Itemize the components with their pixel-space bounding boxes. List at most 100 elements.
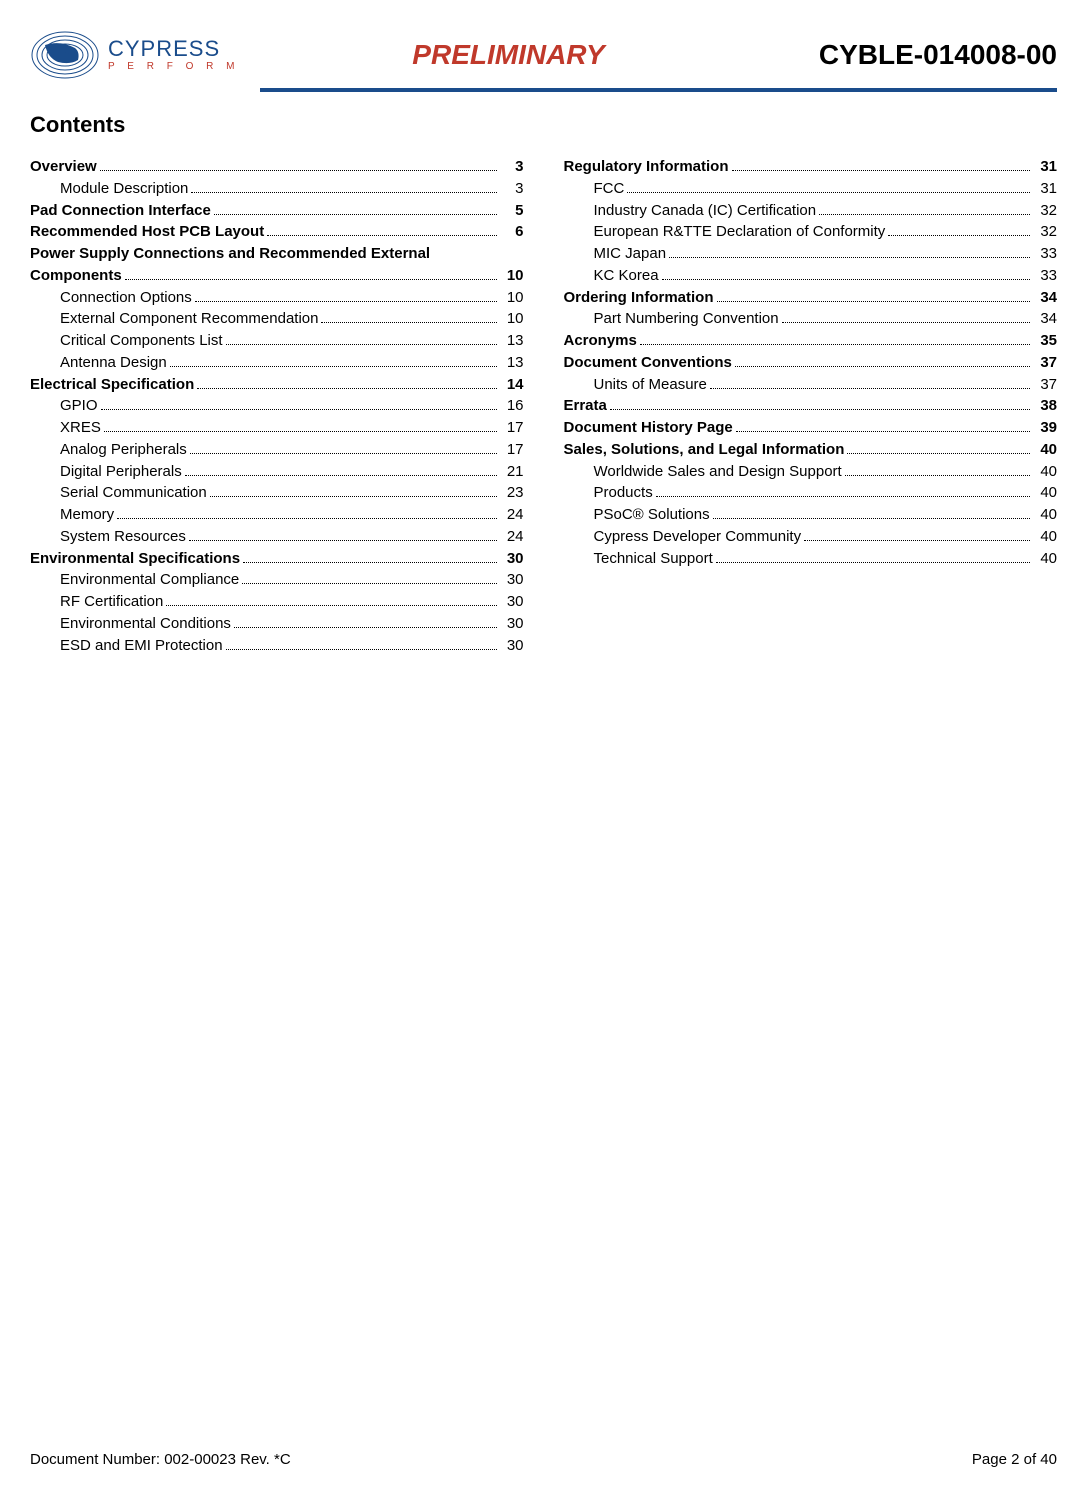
toc-page: 17 [500,417,524,439]
toc-entry: Products40 [564,482,1058,504]
toc-leader [627,179,1030,193]
toc-leader [191,179,496,193]
toc-label: Products [564,482,653,504]
toc-leader [125,266,497,280]
toc-leader [656,484,1030,498]
toc-page: 30 [500,569,524,591]
toc-label: Environmental Compliance [30,569,239,591]
toc-entry: Worldwide Sales and Design Support40 [564,461,1058,483]
toc-entry: Document History Page39 [564,417,1058,439]
toc-leader [195,288,497,302]
toc-leader [732,158,1030,172]
toc-leader [117,506,496,520]
toc-leader [782,310,1030,324]
toc-entry: KC Korea33 [564,265,1058,287]
toc-entry: Analog Peripherals17 [30,439,524,461]
toc-label: Serial Communication [30,482,207,504]
toc-entry: Pad Connection Interface 5 [30,200,524,222]
toc-page: 5 [500,200,524,222]
toc-entry: Critical Components List13 [30,330,524,352]
toc-label: Regulatory Information [564,156,729,178]
toc-label: European R&TTE Declaration of Conformity [564,221,886,243]
toc-page: 30 [500,635,524,657]
footer-page-number: Page 2 of 40 [972,1451,1057,1468]
footer-doc-number: Document Number: 002-00023 Rev. *C [30,1451,291,1468]
toc-label: Analog Peripherals [30,439,187,461]
toc-label: External Component Recommendation [30,308,318,330]
toc-left-column: Overview3Module Description3Pad Connecti… [30,156,524,656]
toc-entry: Part Numbering Convention34 [564,308,1058,330]
toc-entry: Industry Canada (IC) Certification32 [564,200,1058,222]
toc-leader [845,462,1030,476]
toc-label: Acronyms [564,330,637,352]
toc-label: Electrical Specification [30,374,194,396]
toc-page: 30 [500,548,524,570]
toc-label: Antenna Design [30,352,167,374]
toc-entry: ESD and EMI Protection30 [30,635,524,657]
toc-page: 10 [500,287,524,309]
page-title: Contents [30,112,1057,138]
toc-page: 30 [500,613,524,635]
header-part-number: CYBLE-014008-00 [757,39,1057,71]
toc-entry: Power Supply Connections and Recommended… [30,243,524,265]
toc-entry: Units of Measure 37 [564,374,1058,396]
toc-leader [640,332,1030,346]
toc-entry: Cypress Developer Community40 [564,526,1058,548]
toc-entry: PSoC® Solutions40 [564,504,1058,526]
toc-label: Worldwide Sales and Design Support [564,461,842,483]
toc-page: 34 [1033,287,1057,309]
toc-label: Cypress Developer Community [564,526,802,548]
toc-entry: European R&TTE Declaration of Conformity… [564,221,1058,243]
toc-leader [710,375,1030,389]
toc-label: GPIO [30,395,98,417]
toc-label: Digital Peripherals [30,461,182,483]
toc-page: 16 [500,395,524,417]
logo-brand-text: CYPRESS [108,38,240,60]
toc-leader [197,375,496,389]
toc-leader [735,353,1030,367]
toc-page: 32 [1033,221,1057,243]
toc-label: Technical Support [564,548,713,570]
toc-leader [210,484,497,498]
toc-entry: Serial Communication23 [30,482,524,504]
toc-leader [713,506,1030,520]
toc-right-column: Regulatory Information31FCC31Industry Ca… [564,156,1058,656]
toc-leader [100,158,497,172]
toc-leader [104,419,497,433]
toc-entry: Environmental Conditions30 [30,613,524,635]
toc-page: 24 [500,526,524,548]
toc-entry: Document Conventions37 [564,352,1058,374]
toc-leader [267,223,496,237]
toc-entry: System Resources24 [30,526,524,548]
toc-label: Pad Connection Interface [30,200,211,222]
toc-leader [234,614,497,628]
toc-entry: XRES17 [30,417,524,439]
toc-entry: MIC Japan33 [564,243,1058,265]
toc-label: PSoC® Solutions [564,504,710,526]
toc-label: Critical Components List [30,330,223,352]
toc-label: Connection Options [30,287,192,309]
toc-entry: Errata38 [564,395,1058,417]
toc-leader [243,549,496,563]
toc-entry: Components10 [30,265,524,287]
toc-entry: Environmental Specifications30 [30,548,524,570]
toc-page: 10 [500,265,524,287]
toc-page: 40 [1033,439,1057,461]
toc-entry: Acronyms 35 [564,330,1058,352]
toc-page: 30 [500,591,524,613]
toc-entry: External Component Recommendation10 [30,308,524,330]
toc-page: 37 [1033,374,1057,396]
toc-page: 21 [500,461,524,483]
toc-label: FCC [564,178,625,200]
toc-entry: GPIO 16 [30,395,524,417]
toc-page: 35 [1033,330,1057,352]
toc-page: 13 [500,352,524,374]
toc-leader [662,266,1030,280]
page-footer: Document Number: 002-00023 Rev. *C Page … [30,1451,1057,1468]
toc-page: 39 [1033,417,1057,439]
toc-label: Sales, Solutions, and Legal Information [564,439,845,461]
toc-label: Units of Measure [564,374,707,396]
toc-label: Overview [30,156,97,178]
toc-entry: Ordering Information34 [564,287,1058,309]
toc-entry: Connection Options 10 [30,287,524,309]
